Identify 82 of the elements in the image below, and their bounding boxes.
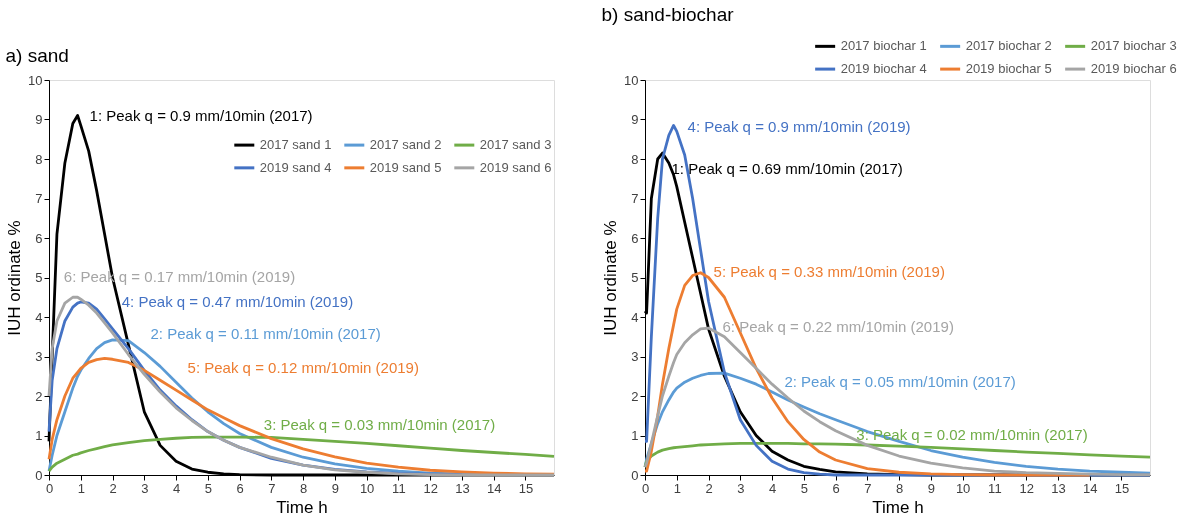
y-tick-label: 8	[631, 151, 639, 167]
x-tick-label: 9	[331, 480, 339, 496]
x-axis-title: Time h	[872, 497, 924, 517]
legend-label: 2019 sand 5	[369, 159, 442, 175]
x-tick-label: 3	[141, 480, 149, 496]
x-tick-label: 6	[832, 480, 840, 496]
x-tick-label: 4	[768, 480, 777, 496]
x-tick-label: 7	[268, 480, 276, 496]
y-tick-label: 10	[624, 72, 639, 88]
annotation: 2: Peak q = 0.05 mm/10min (2017)	[784, 373, 1016, 391]
annotation: 2: Peak q = 0.11 mm/10min (2017)	[150, 324, 381, 342]
x-tick-label: 4	[172, 480, 181, 496]
annotation: 1: Peak q = 0.69 mm/10min (2017)	[671, 160, 903, 178]
x-tick-label: 10	[955, 480, 971, 496]
x-tick-label: 2	[705, 480, 713, 496]
x-tick-label: 3	[737, 480, 745, 496]
x-tick-label: 9	[927, 480, 935, 496]
x-tick-label: 7	[864, 480, 872, 496]
x-tick-label: 8	[299, 480, 308, 496]
x-tick-label: 6	[236, 480, 244, 496]
y-tick-label: 4	[631, 309, 639, 325]
x-tick-label: 12	[1019, 480, 1034, 496]
annotation: 1: Peak q = 0.9 mm/10min (2017)	[89, 106, 313, 124]
x-tick-label: 1	[673, 480, 681, 496]
x-tick-label: 14	[486, 480, 502, 496]
legend-label: 2019 biochar 5	[965, 61, 1052, 77]
annotation: 4: Peak q = 0.47 mm/10min (2019)	[121, 292, 354, 310]
x-tick-label: 13	[455, 480, 470, 496]
y-tick-label: 1	[631, 428, 639, 443]
x-tick-label: 0	[641, 480, 650, 496]
legend-label: 2017 biochar 3	[1090, 38, 1177, 54]
legend-label: 2017 sand 3	[479, 137, 552, 153]
y-tick-label: 7	[631, 191, 639, 206]
annotation: 4: Peak q = 0.9 mm/10min (2019)	[687, 118, 911, 136]
legend-label: 2017 biochar 2	[965, 38, 1052, 54]
chart-title: b) sand-biochar	[601, 3, 735, 25]
x-tick-label: 14	[1082, 480, 1098, 496]
x-tick-label: 15	[518, 480, 534, 496]
annotation: 5: Peak q = 0.12 mm/10min (2019)	[187, 359, 419, 377]
y-tick-label: 3	[35, 349, 43, 364]
annotation: 3: Peak q = 0.03 mm/10min (2017)	[263, 416, 496, 434]
y-tick-label: 1	[35, 428, 43, 443]
chart-title: a) sand	[5, 45, 69, 66]
y-tick-label: 5	[631, 270, 639, 285]
y-tick-label: 6	[35, 230, 43, 246]
x-tick-label: 1	[77, 480, 85, 496]
y-tick-label: 8	[35, 151, 43, 167]
legend-label: 2019 biochar 4	[840, 61, 927, 77]
x-tick-label: 8	[895, 480, 904, 496]
y-tick-label: 4	[35, 309, 43, 325]
legend-label: 2019 sand 6	[479, 159, 552, 175]
annotation: 6: Peak q = 0.22 mm/10min (2019)	[722, 318, 954, 336]
x-tick-label: 5	[204, 480, 212, 496]
y-tick-label: 6	[631, 230, 639, 246]
x-tick-label: 0	[45, 480, 54, 496]
x-tick-label: 13	[1051, 480, 1066, 496]
y-tick-label: 0	[35, 467, 43, 483]
x-tick-label: 12	[423, 480, 438, 496]
x-tick-label: 11	[988, 480, 1002, 496]
y-axis-title: IUH ordinate %	[5, 220, 25, 336]
y-tick-label: 2	[631, 388, 639, 404]
x-tick-label: 2	[109, 480, 117, 496]
x-axis-title: Time h	[276, 497, 328, 517]
x-tick-label: 15	[1114, 480, 1130, 496]
x-tick-label: 10	[359, 480, 375, 496]
legend-label: 2017 sand 1	[259, 137, 332, 153]
legend-label: 2017 biochar 1	[840, 38, 927, 54]
y-tick-label: 10	[28, 72, 43, 88]
y-tick-label: 0	[631, 467, 639, 483]
x-tick-label: 11	[392, 480, 406, 496]
legend-label: 2019 sand 4	[259, 159, 332, 175]
y-axis-title: IUH ordinate %	[601, 220, 621, 336]
legend-label: 2019 biochar 6	[1090, 61, 1177, 77]
x-tick-label: 5	[800, 480, 808, 496]
y-tick-label: 7	[35, 191, 43, 206]
y-tick-label: 2	[35, 388, 43, 404]
y-tick-label: 5	[35, 270, 43, 285]
legend-label: 2017 sand 2	[369, 137, 442, 153]
annotation: 5: Peak q = 0.33 mm/10min (2019)	[713, 262, 945, 280]
y-tick-label: 3	[631, 349, 639, 364]
y-tick-label: 9	[631, 112, 639, 127]
y-tick-label: 9	[35, 112, 43, 127]
